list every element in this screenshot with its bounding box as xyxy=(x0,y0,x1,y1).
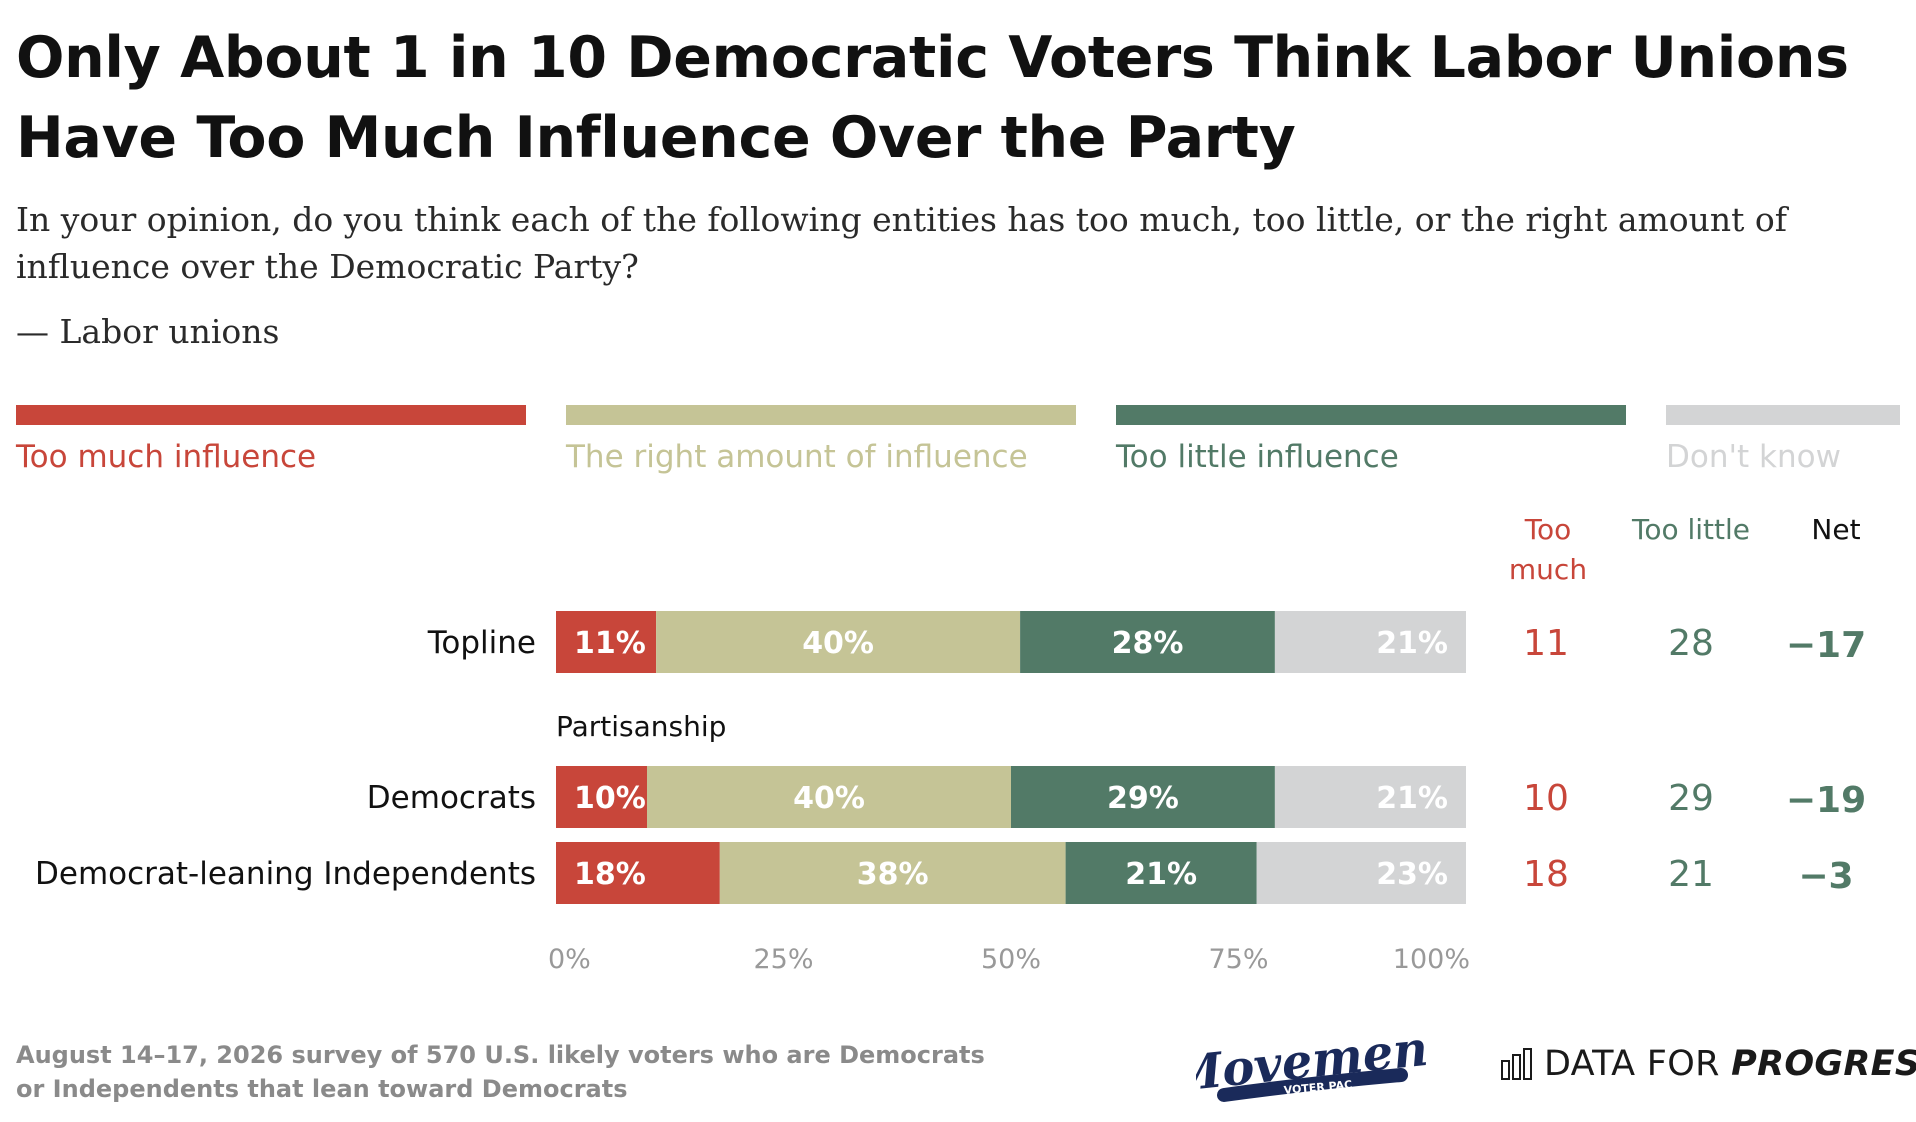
too-little-value-democrats: 29 xyxy=(1668,778,1714,819)
column-header-too-little: Too little xyxy=(1631,513,1751,546)
bar-chart-icon xyxy=(1501,1048,1532,1080)
row-label-democrats: Democrats xyxy=(367,780,536,816)
bar-label-democrats-too-much-influence: 10% xyxy=(574,781,646,816)
x-tick-4: 100% xyxy=(1393,944,1470,975)
bar-topline-too-little-influence xyxy=(1020,611,1275,673)
x-tick-2: 50% xyxy=(981,944,1041,975)
too-much-value-topline: 11 xyxy=(1523,623,1569,664)
bar-democrat-leaning-independents-too-little-influence xyxy=(1065,842,1257,904)
legend-label-dont-know: Don't know xyxy=(1666,439,1841,475)
bar-topline-too-much-influence xyxy=(556,611,657,673)
legend-swatch-too-little xyxy=(1116,405,1626,425)
legend-swatch-right-amount xyxy=(566,405,1076,425)
bar-democrats-too-much-influence xyxy=(556,766,647,828)
bar-topline-the-right-amount-of-influence xyxy=(656,611,1021,673)
bar-label-topline-the-right-amount-of-influence: 40% xyxy=(802,626,874,661)
x-tick-0: 0% xyxy=(548,944,591,975)
bar-label-democrat-leaning-independents-don-t-know: 23% xyxy=(1376,857,1448,892)
legend-item-too-much: Too much influence xyxy=(16,405,526,477)
chart-subitem: — Labor unions xyxy=(16,312,280,351)
net-value-democrat-leaning-independents: −3 xyxy=(1798,856,1853,897)
bar-label-democrats-don-t-know: 21% xyxy=(1376,781,1448,816)
net-value-democrats: −19 xyxy=(1786,780,1866,821)
legend-item-too-little: Too little influence xyxy=(1116,405,1626,477)
x-tick-1: 25% xyxy=(753,944,813,975)
bar-topline-don-t-know xyxy=(1274,611,1466,673)
bar-label-topline-too-much-influence: 11% xyxy=(574,626,646,661)
group-label-partisanship: Partisanship xyxy=(556,710,726,743)
bar-label-democrat-leaning-independents-too-much-influence: 18% xyxy=(574,857,646,892)
chart-subtitle: In your opinion, do you think each of th… xyxy=(16,200,1788,286)
bar-democrat-leaning-independents-don-t-know xyxy=(1256,842,1466,904)
net-value-topline: −17 xyxy=(1786,625,1866,666)
legend-label-too-much: Too much influence xyxy=(16,439,317,475)
bar-label-topline-too-little-influence: 28% xyxy=(1112,626,1184,661)
movement-logo-subtext: VOTER PAC xyxy=(1283,1078,1353,1097)
legend-item-right-amount: The right amount of influence xyxy=(566,405,1076,477)
legend-label-too-little: Too little influence xyxy=(1116,439,1399,475)
dfp-logo-text: DATA FOR PROGRESS xyxy=(1544,1044,1916,1084)
chart-title: Only About 1 in 10 Democratic Voters Thi… xyxy=(16,25,1849,171)
bar-democrats-the-right-amount-of-influence xyxy=(647,766,1011,828)
source-note: August 14–17, 2026 survey of 570 U.S. li… xyxy=(16,1041,985,1103)
column-header-too-much: Too much xyxy=(1508,513,1588,586)
column-header-net: Net xyxy=(1811,513,1861,546)
bar-democrat-leaning-independents-the-right-amount-of-influence xyxy=(719,842,1066,904)
bar-label-democrats-the-right-amount-of-influence: 40% xyxy=(793,781,865,816)
bar-democrats-too-little-influence xyxy=(1011,766,1275,828)
too-little-value-topline: 28 xyxy=(1668,623,1714,664)
too-much-value-democrats: 10 xyxy=(1523,778,1569,819)
bar-democrats-don-t-know xyxy=(1274,766,1466,828)
bar-label-topline-don-t-know: 21% xyxy=(1376,626,1448,661)
x-tick-3: 75% xyxy=(1208,944,1268,975)
movement-logo: Movement VOTER PAC xyxy=(1164,1018,1452,1120)
legend-item-dont-know: Don't know xyxy=(1666,405,1900,477)
legend-swatch-dont-know xyxy=(1666,405,1900,425)
bar-label-democrat-leaning-independents-the-right-amount-of-influence: 38% xyxy=(857,857,929,892)
dfp-logo-light: DATA FOR xyxy=(1544,1044,1732,1084)
row-label-democrat-leaning-independents: Democrat-leaning Independents xyxy=(35,856,536,892)
stacked-bar-chart: Topline 11% 40% 28% 21% 11 28 −17 Democrats 10% 40… xyxy=(35,611,1866,975)
legend-label-right-amount: The right amount of influence xyxy=(566,439,1028,475)
dfp-logo-bold: PROGRESS xyxy=(1731,1044,1916,1084)
bar-label-democrat-leaning-independents-too-little-influence: 21% xyxy=(1125,857,1197,892)
legend-swatch-too-much xyxy=(16,405,526,425)
data-for-progress-logo: DATA FOR PROGRESS xyxy=(1500,1044,1916,1084)
too-little-value-democrat-leaning-independents: 21 xyxy=(1668,854,1714,895)
bar-label-democrats-too-little-influence: 29% xyxy=(1107,781,1179,816)
too-much-value-democrat-leaning-independents: 18 xyxy=(1523,854,1569,895)
bar-democrat-leaning-independents-too-much-influence xyxy=(556,842,720,904)
row-label-topline: Topline xyxy=(427,625,536,661)
